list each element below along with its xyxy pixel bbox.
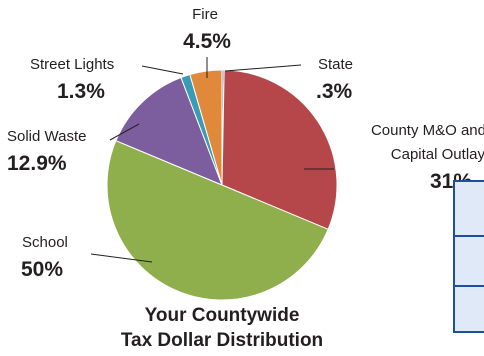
slice-percent-solid-waste: 12.9% <box>7 152 67 175</box>
slice-label-county-m-o-and-capital-outlay-line-1: County M&O and <box>371 122 484 139</box>
slice-label-state: State <box>318 56 353 73</box>
slice-label-fire: Fire <box>192 6 218 23</box>
slice-percent-street-lights: 1.3% <box>57 80 105 103</box>
table-row-divider <box>455 235 484 237</box>
slice-percent-fire: 4.5% <box>183 30 231 53</box>
slice-label-county-m-o-and-capital-outlay-line-2: Capital Outlay <box>391 146 484 163</box>
slice-label-school: School <box>22 234 68 251</box>
leader-line-state <box>224 64 302 72</box>
chart-title-line-2: Tax Dollar Distribution <box>121 330 323 351</box>
table-row-divider <box>455 285 484 287</box>
pie-slice-school <box>106 140 329 301</box>
slice-percent-state: .3% <box>316 80 353 103</box>
leader-line-school <box>90 253 153 263</box>
table-fragment <box>453 180 484 333</box>
leader-line-solid-waste <box>109 123 140 141</box>
slice-label-solid-waste: Solid Waste <box>7 128 86 145</box>
slice-percent-school: 50% <box>21 258 63 281</box>
slice-label-street-lights: Street Lights <box>30 56 114 73</box>
leader-line-street-lights <box>141 65 184 75</box>
chart-title-line-1: Your Countywide <box>145 305 300 326</box>
pie-slice-solid-waste <box>115 76 223 186</box>
pie-slice-county-m-o-and-capital-outlay <box>221 69 338 230</box>
pie-slice-fire <box>189 69 223 186</box>
